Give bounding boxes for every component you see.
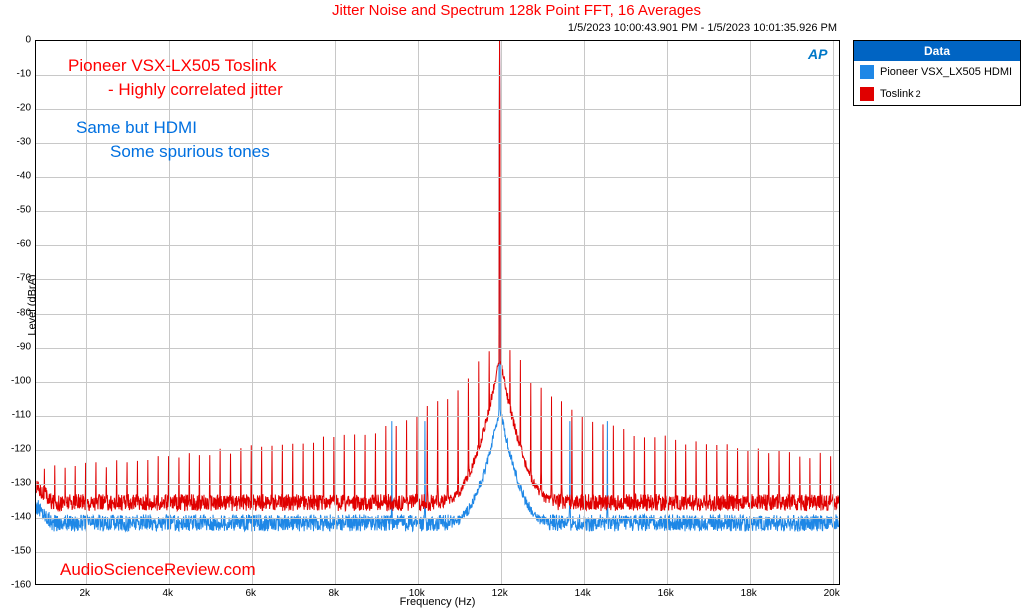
y-tick-label: -120 bbox=[1, 443, 31, 454]
annotation: Pioneer VSX-LX505 Toslink bbox=[68, 56, 277, 76]
chart-container: Jitter Noise and Spectrum 128k Point FFT… bbox=[0, 0, 1033, 610]
x-tick-label: 16k bbox=[658, 588, 674, 599]
watermark: AudioScienceReview.com bbox=[60, 560, 256, 580]
legend-header: Data bbox=[854, 41, 1020, 61]
y-tick-label: -90 bbox=[1, 341, 31, 352]
y-tick-label: -130 bbox=[1, 477, 31, 488]
y-tick-label: -10 bbox=[1, 69, 31, 80]
legend-label-toslink: Toslink bbox=[880, 88, 914, 100]
x-tick-label: 8k bbox=[328, 588, 339, 599]
x-tick-label: 6k bbox=[245, 588, 256, 599]
y-tick-label: 0 bbox=[1, 35, 31, 46]
ap-logo: AP bbox=[808, 46, 827, 62]
legend-label-hdmi: Pioneer VSX_LX505 HDMI bbox=[880, 66, 1012, 78]
y-tick-label: -100 bbox=[1, 375, 31, 386]
x-axis-label: Frequency (Hz) bbox=[35, 596, 840, 608]
y-tick-label: -110 bbox=[1, 409, 31, 420]
y-tick-label: -60 bbox=[1, 239, 31, 250]
legend-item-toslink: Toslink 2 bbox=[854, 83, 1020, 105]
x-tick-label: 14k bbox=[575, 588, 591, 599]
y-tick-label: -80 bbox=[1, 307, 31, 318]
x-tick-label: 20k bbox=[824, 588, 840, 599]
y-tick-label: -160 bbox=[1, 580, 31, 591]
annotation: - Highly correlated jitter bbox=[108, 80, 283, 100]
y-tick-label: -140 bbox=[1, 511, 31, 522]
x-tick-label: 4k bbox=[163, 588, 174, 599]
annotation: Same but HDMI bbox=[76, 118, 197, 138]
annotation: Some spurious tones bbox=[110, 142, 270, 162]
chart-title: Jitter Noise and Spectrum 128k Point FFT… bbox=[0, 2, 1033, 19]
legend-item-hdmi: Pioneer VSX_LX505 HDMI bbox=[854, 61, 1020, 83]
trace-toslink bbox=[36, 41, 839, 511]
legend-swatch-toslink bbox=[860, 87, 874, 101]
y-tick-label: -50 bbox=[1, 205, 31, 216]
y-tick-label: -40 bbox=[1, 171, 31, 182]
x-tick-label: 10k bbox=[409, 588, 425, 599]
timestamp: 1/5/2023 10:00:43.901 PM - 1/5/2023 10:0… bbox=[568, 22, 837, 34]
legend-swatch-hdmi bbox=[860, 65, 874, 79]
y-tick-label: -20 bbox=[1, 103, 31, 114]
y-tick-label: -30 bbox=[1, 137, 31, 148]
x-tick-label: 18k bbox=[741, 588, 757, 599]
x-tick-label: 2k bbox=[80, 588, 91, 599]
y-tick-label: -150 bbox=[1, 545, 31, 556]
legend-suffix-toslink: 2 bbox=[916, 89, 921, 99]
y-tick-label: -70 bbox=[1, 273, 31, 284]
x-tick-label: 12k bbox=[492, 588, 508, 599]
legend-box: Data Pioneer VSX_LX505 HDMI Toslink 2 bbox=[853, 40, 1021, 106]
